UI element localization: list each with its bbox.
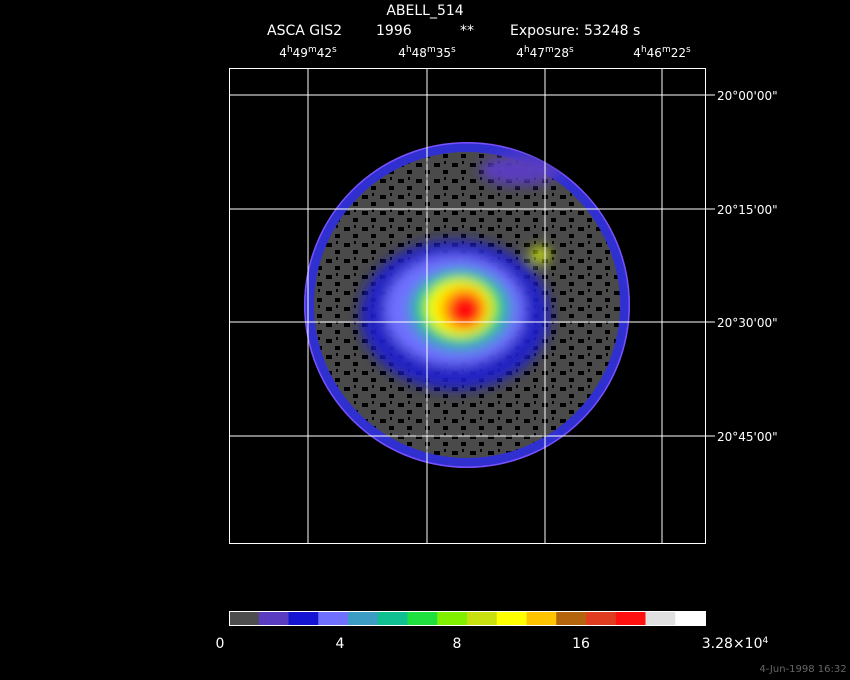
label: 4h46m22s <box>633 45 691 60</box>
dec-label: 20°15'00" <box>717 203 778 217</box>
colorbar-swatch <box>496 611 527 625</box>
label: 3.28×104 <box>702 636 769 652</box>
title: ABELL_514 <box>386 3 463 19</box>
colorbar-swatch <box>288 611 319 625</box>
flag: ** <box>460 23 474 39</box>
dec-label: 20°30'00" <box>717 316 778 330</box>
superscript: m <box>308 45 317 55</box>
label-part: 4 <box>516 46 524 60</box>
instrument: ASCA GIS2 <box>267 23 342 39</box>
colorbar-swatch <box>258 611 289 625</box>
label-part: 4 <box>633 46 641 60</box>
label-part: 42 <box>317 46 332 60</box>
colorbar-swatch <box>318 611 349 625</box>
superscript: s <box>569 45 574 55</box>
colorbar-swatch <box>377 611 408 625</box>
label-part: 4 <box>398 46 406 60</box>
footer: 4-Jun-1998 16:32 <box>759 664 846 675</box>
label-part: 3.28×10 <box>702 636 763 652</box>
dec-label: 20°45'00" <box>717 430 778 444</box>
coordinate-grid <box>229 68 715 544</box>
colorbar-swatch <box>437 611 468 625</box>
label: 8 <box>453 636 462 652</box>
superscript: h <box>641 45 647 55</box>
label-part: 47 <box>530 46 545 60</box>
label-part: 4 <box>279 46 287 60</box>
label-part: 35 <box>436 46 451 60</box>
label: 0 <box>216 636 225 652</box>
colorbar-swatch <box>556 611 587 625</box>
label-part: 16 <box>572 636 590 652</box>
label-part: 8 <box>453 636 462 652</box>
superscript: s <box>451 45 456 55</box>
colorbar-swatch <box>229 611 260 625</box>
label: 4h49m42s <box>279 45 337 60</box>
label: 4 <box>336 636 345 652</box>
superscript: h <box>287 45 293 55</box>
year: 1996 <box>376 23 412 39</box>
superscript: s <box>332 45 337 55</box>
superscript: m <box>427 45 436 55</box>
colorbar-swatch <box>615 611 646 625</box>
label: 16 <box>572 636 590 652</box>
label-part: 0 <box>216 636 225 652</box>
label: 4h47m28s <box>516 45 574 60</box>
dec-label: 20°00'00" <box>717 89 778 103</box>
label-part: 46 <box>647 46 662 60</box>
xray-image <box>304 142 630 468</box>
label-part: 28 <box>554 46 569 60</box>
colorbar-frame <box>229 611 706 626</box>
colorbar-swatch <box>467 611 498 625</box>
colorbar-swatch <box>526 611 557 625</box>
colorbar-swatch <box>407 611 438 625</box>
superscript: h <box>406 45 412 55</box>
superscript: 4 <box>762 636 768 646</box>
colorbar-swatch <box>586 611 617 625</box>
colorbar-swatch <box>675 611 706 625</box>
colorbar-swatch <box>348 611 379 625</box>
label-part: 22 <box>671 46 686 60</box>
label-part: 49 <box>293 46 308 60</box>
superscript: m <box>662 45 671 55</box>
colorbar-swatch <box>645 611 676 625</box>
label-part: 4 <box>336 636 345 652</box>
superscript: s <box>686 45 691 55</box>
superscript: m <box>545 45 554 55</box>
superscript: h <box>524 45 530 55</box>
exposure: Exposure: 53248 s <box>510 23 640 39</box>
label: 4h48m35s <box>398 45 456 60</box>
label-part: 48 <box>412 46 427 60</box>
